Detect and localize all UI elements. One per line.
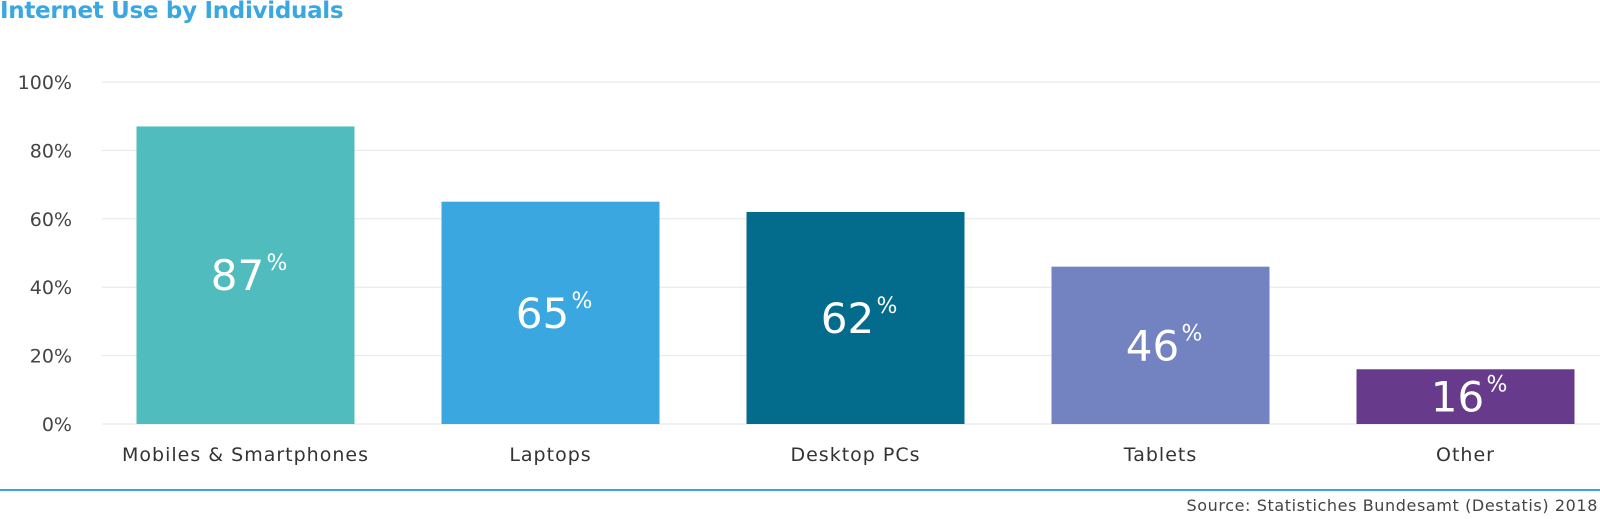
bar [441,201,660,424]
bar [746,211,965,424]
bar-chart: 0%20%40%60%80%100% 87 %65% 62 %46 %16% Mobil… [18,72,1600,466]
bar-value-percent: % [1182,321,1203,346]
bar-value-percent: % [267,251,288,276]
value-labels: 87 %65% 62 %46 %16% [211,251,1508,421]
bar-value-label: 65 [516,289,569,338]
x-axis-categories: Mobiles & Smartphones Laptops Desktop PCs T… [122,444,1495,466]
bar-value-label: 87 [211,251,264,300]
footer-divider [0,489,1600,491]
y-tick-label: 0% [42,414,72,436]
bar-value-label: 16 [1431,373,1484,422]
bar-value-label: 62 [821,294,874,343]
bar-value-percent: % [572,289,593,314]
bar [1051,266,1270,424]
x-category-label: Tablets [1123,444,1197,466]
bar [136,126,355,425]
y-tick-label: 40% [30,277,72,299]
bar-value-label: 46 [1126,321,1179,370]
bars [136,126,1575,425]
x-category-label: Other [1436,444,1495,466]
y-tick-label: 60% [30,209,72,231]
y-axis-ticks: 0% 20% 40% 60% 80% 100% [18,72,72,436]
x-category-label: Desktop PCs [790,444,920,466]
bar-value-percent: % [877,294,898,319]
y-tick-label: 100% [18,72,72,94]
x-category-label: Mobiles & Smartphones [122,444,369,466]
source-note: Source: Statistiches Bundesamt (Destatis… [1186,496,1598,515]
y-tick-label: 20% [30,346,72,368]
bar-value-percent: % [1487,373,1508,398]
bar [1356,369,1575,424]
x-category-label: Laptops [509,444,591,466]
y-tick-label: 80% [30,140,72,162]
chart-title: Internet Use by Individuals [0,0,344,24]
